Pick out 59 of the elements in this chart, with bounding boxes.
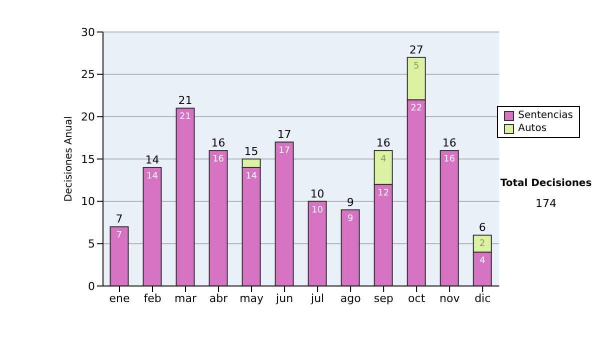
x-tick-label: dic <box>474 292 491 305</box>
x-tick-label: jul <box>310 292 324 305</box>
data-label: 12 <box>378 188 390 198</box>
legend-label: Sentencias <box>518 109 573 122</box>
total-label: 27 <box>409 43 424 56</box>
text: Total Decisiones <box>500 178 592 189</box>
y-tick-label: 10 <box>81 195 95 208</box>
bar <box>308 200 327 286</box>
total-label: 7 <box>116 212 123 226</box>
total-label: 9 <box>346 196 354 209</box>
x-tick-label: may <box>240 292 264 305</box>
data-label: 7 <box>116 230 122 241</box>
x-tick-label: abr <box>209 292 228 305</box>
bar <box>176 108 195 286</box>
total-label: 15 <box>244 145 258 158</box>
x-tick-label: nov <box>440 292 460 305</box>
y-tick-label: 20 <box>81 110 95 124</box>
y-tick-label: 0 <box>88 280 95 293</box>
y-axis-title: Decisiones Anual <box>64 116 75 202</box>
x-tick-label: ene <box>109 292 130 305</box>
bar <box>440 150 459 286</box>
x-tick-label: oct <box>408 292 426 305</box>
data-label: 16 <box>212 154 224 165</box>
x-tick-label: ago <box>340 292 362 305</box>
total-label: 6 <box>478 221 486 234</box>
x-tick-label: mar <box>174 292 197 305</box>
data-label: 2 <box>480 239 486 250</box>
text: 174 <box>534 197 558 210</box>
x-tick-label: feb <box>144 292 162 305</box>
data-label: 21 <box>180 112 192 122</box>
data-label: 4 <box>380 154 386 165</box>
data-label: 9 <box>347 214 354 224</box>
data-label: 4 <box>480 256 486 266</box>
bar <box>274 142 294 286</box>
total-label: 16 <box>442 136 456 150</box>
total-label: 14 <box>145 153 160 166</box>
data-label: 22 <box>410 104 422 114</box>
bar <box>208 150 228 286</box>
data-label: 14 <box>146 171 158 182</box>
y-tick-label: 5 <box>88 238 95 251</box>
bar <box>142 166 162 286</box>
x-tick-label: jun <box>275 292 294 305</box>
y-tick-label: 30 <box>81 26 95 39</box>
y-tick-label: 15 <box>81 152 95 166</box>
total-label: 10 <box>310 187 324 200</box>
total-label: 21 <box>178 94 192 108</box>
bar <box>110 226 129 286</box>
total-label: 17 <box>277 128 292 142</box>
bar <box>340 209 360 286</box>
total-label: 16 <box>376 136 390 150</box>
x-tick-label: sep <box>374 292 394 305</box>
data-label: 14 <box>246 171 258 182</box>
total-label: 16 <box>211 136 226 150</box>
data-label: 16 <box>444 154 456 165</box>
legend-label: Autos <box>518 122 547 135</box>
y-tick-label: 25 <box>81 68 95 82</box>
data-label: 10 <box>312 205 324 216</box>
data-label: 17 <box>278 146 290 156</box>
data-label: 5 <box>413 61 420 72</box>
